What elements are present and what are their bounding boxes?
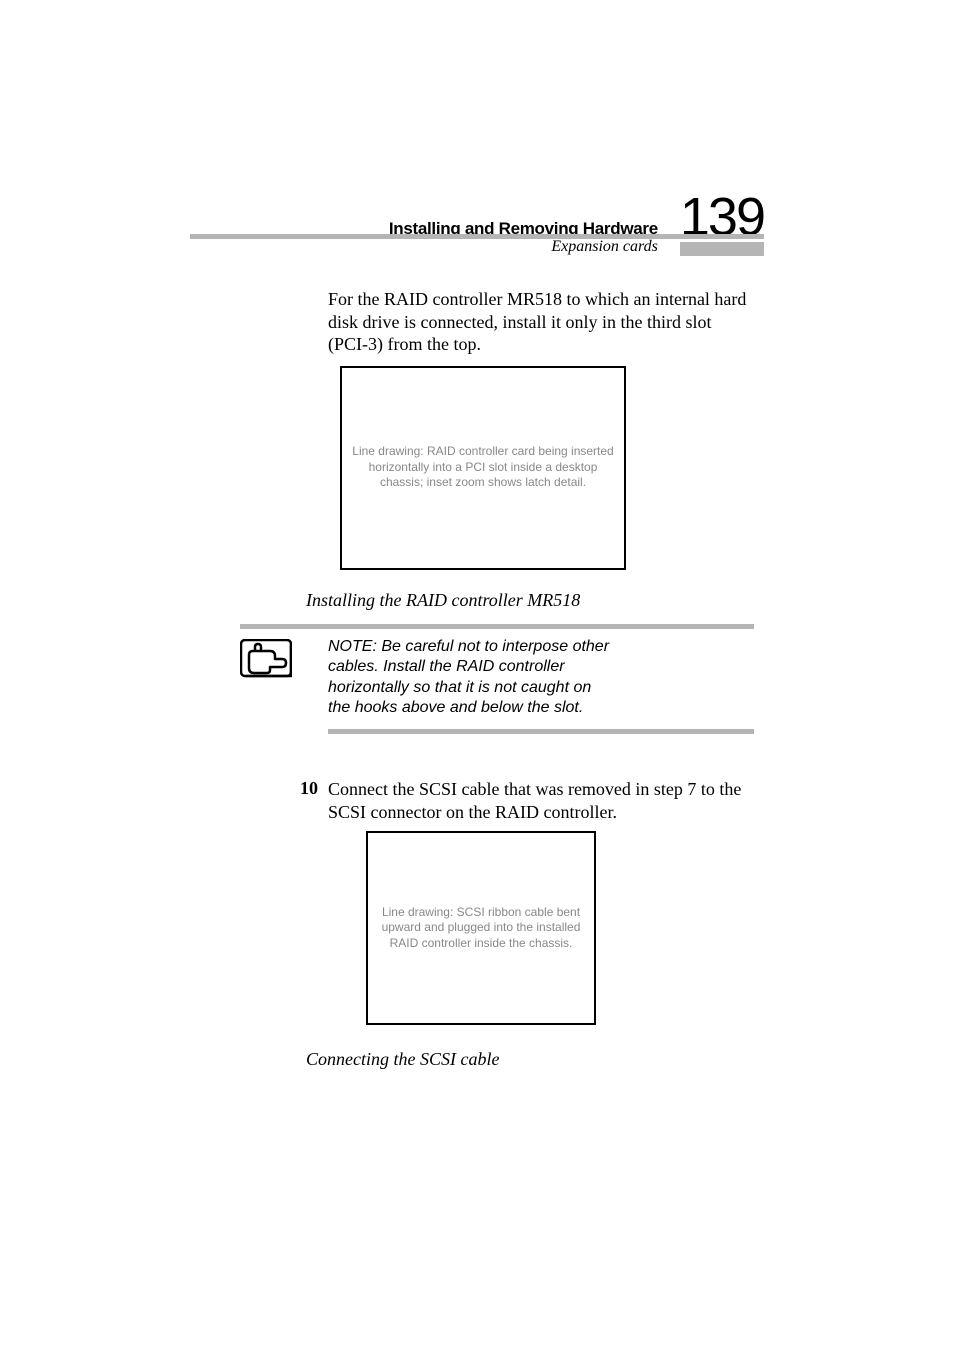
figure-connect-scsi: Line drawing: SCSI ribbon cable bent upw… [366,831,596,1025]
page: Installing and Removing Hardware Expansi… [0,0,954,1351]
note-rule-bottom [328,729,754,734]
note-icon [240,637,292,719]
figure1-caption: Installing the RAID controller MR518 [306,590,754,611]
content-block-1: For the RAID controller MR518 to which a… [328,288,754,570]
page-header: Installing and Removing Hardware Expansi… [0,182,764,256]
section-title: Expansion cards [389,239,658,255]
figure-connect-scsi-alt: Line drawing: SCSI ribbon cable bent upw… [368,899,594,958]
note-text: NOTE: Be careful not to interpose other … [328,637,614,719]
step-10-number: 10 [300,778,318,799]
page-number-block: 139 [680,182,764,256]
step-10: 10 Connect the SCSI cable that was remov… [328,778,754,1025]
pointing-hand-icon [240,639,292,683]
note-block: NOTE: Be careful not to interpose other … [240,624,754,734]
figure-install-raid-alt: Line drawing: RAID controller card being… [342,438,624,497]
figure-install-raid: Line drawing: RAID controller card being… [340,366,626,570]
step-10-text: Connect the SCSI cable that was removed … [328,778,754,823]
figure2-caption: Connecting the SCSI cable [306,1049,754,1070]
header-rule [190,234,764,239]
para-raid-slot: For the RAID controller MR518 to which a… [328,288,754,356]
note-body: NOTE: Be careful not to interpose other … [240,629,754,729]
